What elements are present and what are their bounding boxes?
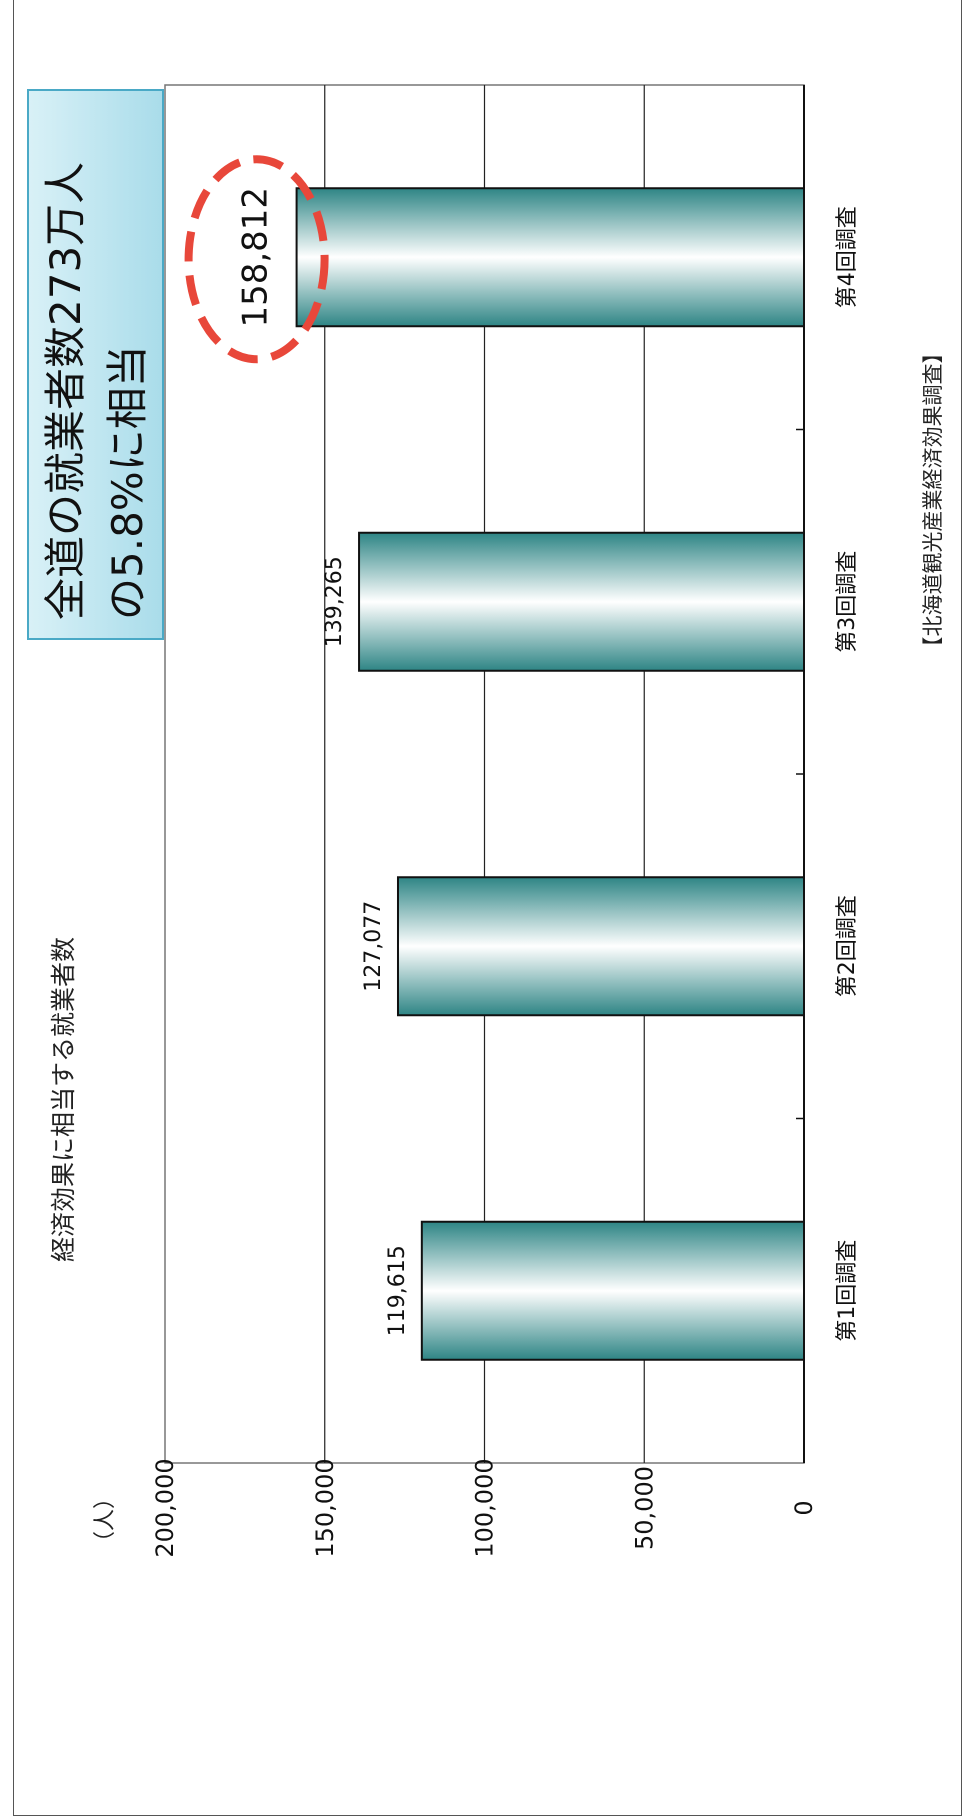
category-label: 第3回調査 xyxy=(835,551,860,653)
y-tick-label: 150,000 xyxy=(311,1458,339,1557)
bars xyxy=(295,187,805,1361)
y-axis-unit-label: （人） xyxy=(93,1487,118,1553)
source-note: 【北海道観光産業経済効果調査】 xyxy=(921,343,945,658)
value-labels: 119,615 127,077 139,265 158,812 xyxy=(236,187,410,1336)
y-tick-labels: 0 50,000 100,000 150,000 200,000 xyxy=(151,1458,818,1557)
value-label: 139,265 xyxy=(322,556,347,647)
bar xyxy=(396,876,805,1017)
callout-line-2: の5.8%に相当 xyxy=(103,345,152,620)
y-tick-label: 100,000 xyxy=(471,1458,499,1557)
value-label: 127,077 xyxy=(361,901,386,992)
category-label: 第2回調査 xyxy=(835,895,860,997)
highlighted-value-label: 158,812 xyxy=(236,187,276,328)
bar xyxy=(295,187,805,328)
bar xyxy=(420,1220,805,1361)
y-tick-label: 0 xyxy=(790,1500,818,1515)
callout-box xyxy=(27,89,164,640)
bar xyxy=(358,531,805,672)
y-tick-label: 200,000 xyxy=(151,1458,179,1557)
chart-title: 経済効果に相当する就業者数 xyxy=(49,937,78,1262)
category-ticks xyxy=(796,428,804,1120)
y-tick-label: 50,000 xyxy=(630,1466,658,1550)
callout-line-1: 全道の就業者数273万人 xyxy=(41,162,90,620)
category-label: 第4回調査 xyxy=(835,206,860,308)
value-label: 119,615 xyxy=(385,1245,410,1336)
category-labels: 第1回調査 第2回調査 第3回調査 第4回調査 xyxy=(835,206,860,1342)
category-label: 第1回調査 xyxy=(835,1240,860,1342)
highlight-ring xyxy=(184,155,329,364)
chart-frame xyxy=(13,0,962,1816)
